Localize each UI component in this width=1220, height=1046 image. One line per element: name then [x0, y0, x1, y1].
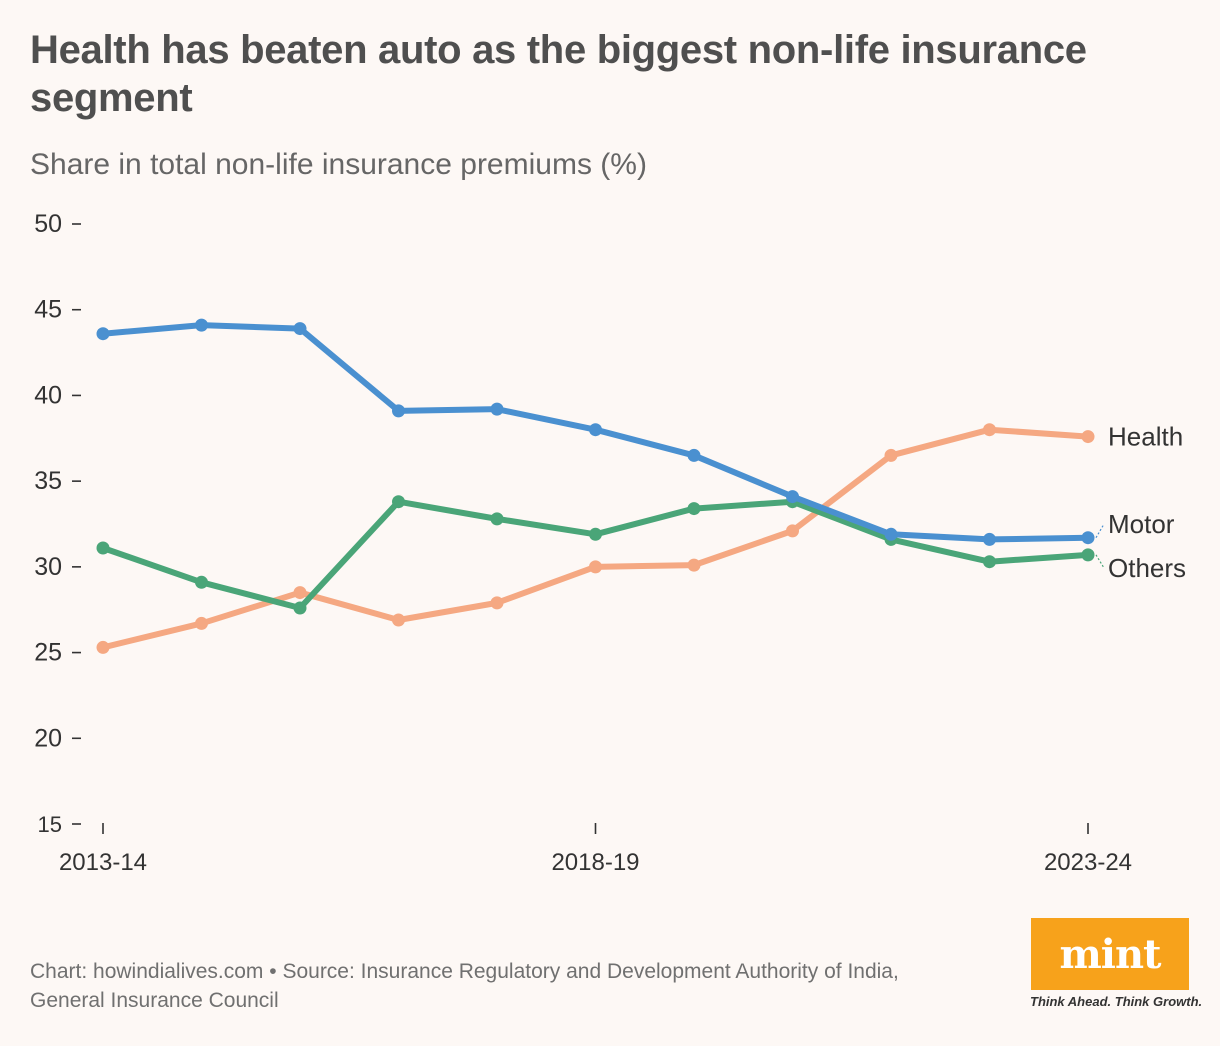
y-tick-label: 25	[34, 639, 62, 667]
data-point-health	[392, 613, 405, 627]
data-point-others	[96, 541, 110, 555]
data-point-others	[293, 601, 307, 615]
series-label-health: Health	[1108, 422, 1183, 452]
series-line-others	[100, 498, 1091, 611]
data-point-motor	[884, 527, 898, 541]
data-point-others	[392, 495, 405, 509]
data-point-health	[786, 524, 799, 538]
chart-subtitle: Share in total non-life insurance premiu…	[30, 148, 647, 181]
y-tick-label: 20	[34, 724, 62, 752]
data-point-motor	[96, 327, 110, 341]
y-tick-label: 35	[34, 467, 62, 495]
data-point-others	[195, 575, 208, 589]
data-point-motor	[687, 448, 701, 462]
line-chart: 15 20 25 30 35 40 45 50 2013-14 2018-19 2023-24 H…	[34, 210, 1186, 876]
series-lines	[96, 318, 1095, 654]
data-point-others	[983, 555, 996, 569]
data-point-motor	[195, 318, 208, 332]
series-label-motor: Motor	[1108, 509, 1175, 539]
x-tick-label: 2018-19	[551, 849, 639, 876]
data-point-health	[293, 586, 307, 600]
y-axis: 15 20 25 30 35 40 45 50	[34, 210, 81, 837]
data-point-health	[1081, 430, 1095, 444]
data-point-motor	[490, 402, 504, 416]
data-point-motor	[1081, 531, 1095, 545]
y-tick-label: 30	[34, 553, 62, 581]
series-labels: Health Motor Others	[1095, 422, 1186, 583]
data-point-health	[490, 596, 504, 610]
data-point-health	[687, 558, 701, 572]
label-connector-motor	[1095, 523, 1105, 539]
data-point-motor	[293, 322, 307, 336]
y-tick-label: 45	[34, 296, 62, 324]
y-tick-label: 15	[38, 812, 62, 837]
data-point-health	[589, 560, 602, 574]
data-point-health	[96, 640, 110, 654]
data-point-others	[687, 502, 701, 516]
series-label-others: Others	[1108, 553, 1186, 583]
x-tick-label: 2013-14	[59, 849, 147, 876]
data-point-motor	[589, 423, 602, 437]
data-point-motor	[786, 490, 799, 504]
chart-title: Health has beaten auto as the biggest no…	[30, 28, 1087, 120]
data-point-health	[884, 448, 898, 462]
y-tick-label: 40	[34, 381, 62, 409]
y-tick-label: 50	[34, 210, 62, 238]
brand-tagline: Think Ahead. Think Growth.	[1030, 994, 1203, 1009]
mint-logo: mint	[1031, 918, 1189, 990]
data-point-health	[983, 423, 996, 437]
data-point-others	[589, 527, 602, 541]
x-axis: 2013-14 2018-19 2023-24	[59, 823, 1132, 876]
x-tick-label: 2023-24	[1044, 849, 1132, 876]
data-point-motor	[392, 404, 405, 418]
data-point-others	[490, 512, 504, 526]
label-connector-others	[1095, 554, 1105, 569]
source-line-1: Chart: howindialives.com • Source: Insur…	[30, 960, 899, 983]
data-point-others	[1081, 548, 1095, 562]
chart-source: Chart: howindialives.com • Source: Insur…	[30, 957, 990, 1015]
data-point-health	[195, 616, 208, 630]
data-point-motor	[983, 532, 996, 546]
source-line-2: General Insurance Council	[30, 989, 279, 1012]
